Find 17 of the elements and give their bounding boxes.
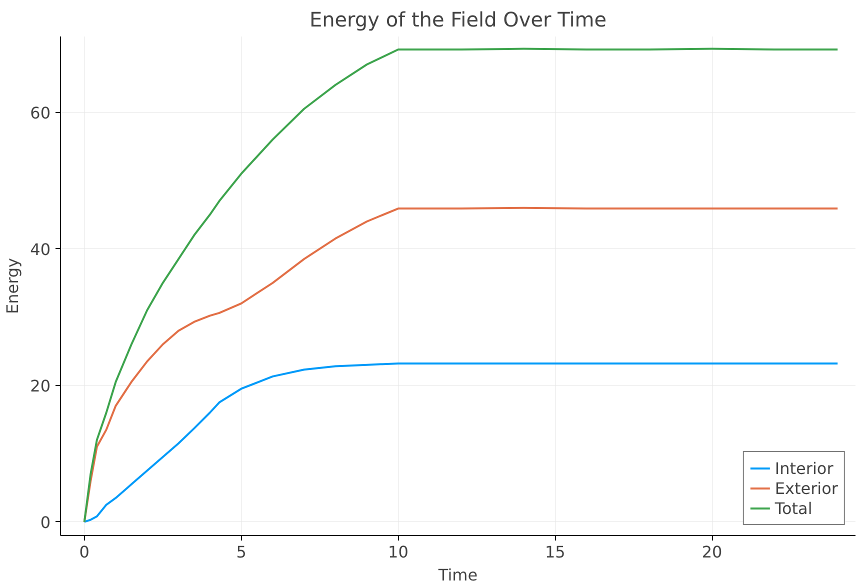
y-tick-label: 40 bbox=[30, 240, 50, 259]
legend-label: Interior bbox=[774, 458, 834, 478]
x-axis-title: Time bbox=[437, 566, 478, 584]
line-series bbox=[83, 362, 839, 523]
y-axis-title: Energy bbox=[3, 258, 22, 314]
y-tick-label: 20 bbox=[30, 376, 50, 396]
x-tick-label: 0 bbox=[79, 542, 90, 562]
legend-label: Total bbox=[774, 498, 812, 518]
x-tick-label: 10 bbox=[388, 542, 408, 562]
line-series bbox=[83, 48, 839, 523]
x-tick-label: 15 bbox=[544, 542, 566, 562]
y-tick-label: 60 bbox=[30, 103, 50, 122]
chart-title: Energy of the Field Over Time bbox=[309, 8, 607, 32]
y-tick-label: 0 bbox=[40, 512, 51, 532]
x-tick-label: 20 bbox=[702, 542, 722, 562]
legend-label: Exterior bbox=[774, 478, 838, 498]
x-tick-label: 5 bbox=[236, 542, 246, 562]
